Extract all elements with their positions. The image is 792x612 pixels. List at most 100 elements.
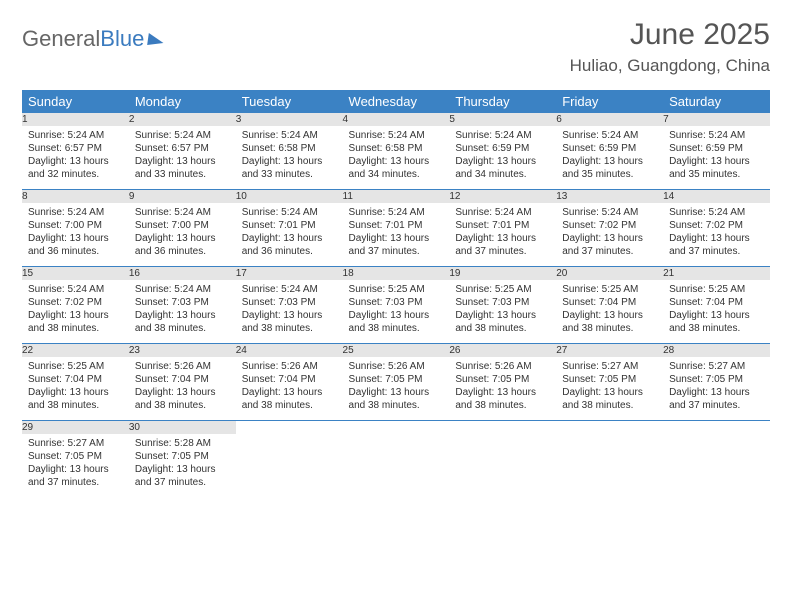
day-cell: Sunrise: 5:24 AMSunset: 7:01 PMDaylight:… xyxy=(449,203,556,266)
col-monday: Monday xyxy=(129,90,236,113)
sunset-text: Sunset: 7:04 PM xyxy=(242,373,337,386)
day-cell: Sunrise: 5:24 AMSunset: 6:58 PMDaylight:… xyxy=(236,126,343,189)
day-number: 9 xyxy=(129,190,236,203)
daylight-text: Daylight: 13 hours and 34 minutes. xyxy=(455,155,550,181)
day-number: 1 xyxy=(22,113,129,126)
day-cell: Sunrise: 5:27 AMSunset: 7:05 PMDaylight:… xyxy=(556,357,663,420)
sunset-text: Sunset: 6:58 PM xyxy=(242,142,337,155)
sunrise-text: Sunrise: 5:25 AM xyxy=(349,283,444,296)
sunrise-text: Sunrise: 5:24 AM xyxy=(242,283,337,296)
daylight-text: Daylight: 13 hours and 33 minutes. xyxy=(242,155,337,181)
sunrise-text: Sunrise: 5:24 AM xyxy=(28,283,123,296)
day-number: 19 xyxy=(449,267,556,280)
sunrise-text: Sunrise: 5:25 AM xyxy=(455,283,550,296)
daylight-text: Daylight: 13 hours and 34 minutes. xyxy=(349,155,444,181)
col-thursday: Thursday xyxy=(449,90,556,113)
sunrise-text: Sunrise: 5:24 AM xyxy=(28,206,123,219)
daylight-text: Daylight: 13 hours and 38 minutes. xyxy=(135,309,230,335)
col-saturday: Saturday xyxy=(663,90,770,113)
sunrise-text: Sunrise: 5:24 AM xyxy=(562,129,657,142)
empty-cell xyxy=(449,434,556,497)
day-cell: Sunrise: 5:26 AMSunset: 7:04 PMDaylight:… xyxy=(129,357,236,420)
empty-cell xyxy=(236,421,343,434)
sunrise-text: Sunrise: 5:24 AM xyxy=(669,206,764,219)
col-tuesday: Tuesday xyxy=(236,90,343,113)
col-wednesday: Wednesday xyxy=(343,90,450,113)
day-cell: Sunrise: 5:24 AMSunset: 7:02 PMDaylight:… xyxy=(663,203,770,266)
sunrise-text: Sunrise: 5:24 AM xyxy=(135,206,230,219)
day-number: 22 xyxy=(22,344,129,357)
sunrise-text: Sunrise: 5:24 AM xyxy=(242,129,337,142)
daylight-text: Daylight: 13 hours and 36 minutes. xyxy=(242,232,337,258)
day-cell: Sunrise: 5:26 AMSunset: 7:04 PMDaylight:… xyxy=(236,357,343,420)
sunset-text: Sunset: 6:57 PM xyxy=(28,142,123,155)
day-number: 8 xyxy=(22,190,129,203)
day-number: 23 xyxy=(129,344,236,357)
day-cell: Sunrise: 5:25 AMSunset: 7:04 PMDaylight:… xyxy=(556,280,663,343)
day-number: 5 xyxy=(449,113,556,126)
daylight-text: Daylight: 13 hours and 38 minutes. xyxy=(562,386,657,412)
daylight-text: Daylight: 13 hours and 37 minutes. xyxy=(669,386,764,412)
daynum-row: 2930 xyxy=(22,421,770,434)
sunset-text: Sunset: 7:04 PM xyxy=(135,373,230,386)
daylight-text: Daylight: 13 hours and 38 minutes. xyxy=(562,309,657,335)
sunrise-text: Sunrise: 5:26 AM xyxy=(242,360,337,373)
daylight-text: Daylight: 13 hours and 38 minutes. xyxy=(28,386,123,412)
day-cell: Sunrise: 5:24 AMSunset: 7:02 PMDaylight:… xyxy=(556,203,663,266)
daylight-text: Daylight: 13 hours and 35 minutes. xyxy=(669,155,764,181)
sunset-text: Sunset: 7:01 PM xyxy=(242,219,337,232)
daynum-row: 15161718192021 xyxy=(22,267,770,280)
empty-cell xyxy=(343,434,450,497)
day-cell: Sunrise: 5:24 AMSunset: 6:59 PMDaylight:… xyxy=(663,126,770,189)
sunrise-text: Sunrise: 5:24 AM xyxy=(455,206,550,219)
daylight-text: Daylight: 13 hours and 35 minutes. xyxy=(562,155,657,181)
sunrise-text: Sunrise: 5:27 AM xyxy=(669,360,764,373)
sunrise-text: Sunrise: 5:24 AM xyxy=(135,283,230,296)
location-label: Huliao, Guangdong, China xyxy=(570,56,770,76)
daylight-text: Daylight: 13 hours and 37 minutes. xyxy=(135,463,230,489)
day-number: 30 xyxy=(129,421,236,434)
daylight-text: Daylight: 13 hours and 38 minutes. xyxy=(349,386,444,412)
sunrise-text: Sunrise: 5:24 AM xyxy=(349,129,444,142)
day-cell: Sunrise: 5:24 AMSunset: 6:57 PMDaylight:… xyxy=(129,126,236,189)
sunset-text: Sunset: 7:01 PM xyxy=(349,219,444,232)
sunset-text: Sunset: 7:04 PM xyxy=(562,296,657,309)
sunset-text: Sunset: 7:01 PM xyxy=(455,219,550,232)
sunrise-text: Sunrise: 5:24 AM xyxy=(562,206,657,219)
logo-mark-icon xyxy=(147,33,165,45)
daylight-text: Daylight: 13 hours and 38 minutes. xyxy=(349,309,444,335)
day-number: 13 xyxy=(556,190,663,203)
sunset-text: Sunset: 7:00 PM xyxy=(135,219,230,232)
empty-cell xyxy=(556,434,663,497)
sunset-text: Sunset: 7:05 PM xyxy=(135,450,230,463)
empty-cell xyxy=(236,434,343,497)
daylight-text: Daylight: 13 hours and 38 minutes. xyxy=(455,309,550,335)
sunrise-text: Sunrise: 5:24 AM xyxy=(28,129,123,142)
sunrise-text: Sunrise: 5:25 AM xyxy=(669,283,764,296)
sunset-text: Sunset: 6:59 PM xyxy=(562,142,657,155)
sunset-text: Sunset: 7:03 PM xyxy=(242,296,337,309)
day-number: 2 xyxy=(129,113,236,126)
day-number: 26 xyxy=(449,344,556,357)
daynum-row: 1234567 xyxy=(22,113,770,126)
daynum-row: 891011121314 xyxy=(22,190,770,203)
day-number: 15 xyxy=(22,267,129,280)
daylight-text: Daylight: 13 hours and 37 minutes. xyxy=(28,463,123,489)
daybody-row: Sunrise: 5:25 AMSunset: 7:04 PMDaylight:… xyxy=(22,357,770,421)
empty-cell xyxy=(663,421,770,434)
header-row: Sunday Monday Tuesday Wednesday Thursday… xyxy=(22,90,770,113)
day-cell: Sunrise: 5:25 AMSunset: 7:04 PMDaylight:… xyxy=(663,280,770,343)
logo: GeneralBlue xyxy=(22,18,164,52)
sunset-text: Sunset: 7:05 PM xyxy=(28,450,123,463)
daylight-text: Daylight: 13 hours and 38 minutes. xyxy=(455,386,550,412)
daylight-text: Daylight: 13 hours and 36 minutes. xyxy=(135,232,230,258)
daylight-text: Daylight: 13 hours and 37 minutes. xyxy=(455,232,550,258)
sunset-text: Sunset: 7:03 PM xyxy=(135,296,230,309)
logo-text-gray: General xyxy=(22,26,100,52)
day-number: 24 xyxy=(236,344,343,357)
sunrise-text: Sunrise: 5:26 AM xyxy=(455,360,550,373)
empty-cell xyxy=(663,434,770,497)
sunset-text: Sunset: 7:02 PM xyxy=(562,219,657,232)
daynum-row: 22232425262728 xyxy=(22,344,770,357)
daybody-row: Sunrise: 5:24 AMSunset: 6:57 PMDaylight:… xyxy=(22,126,770,190)
